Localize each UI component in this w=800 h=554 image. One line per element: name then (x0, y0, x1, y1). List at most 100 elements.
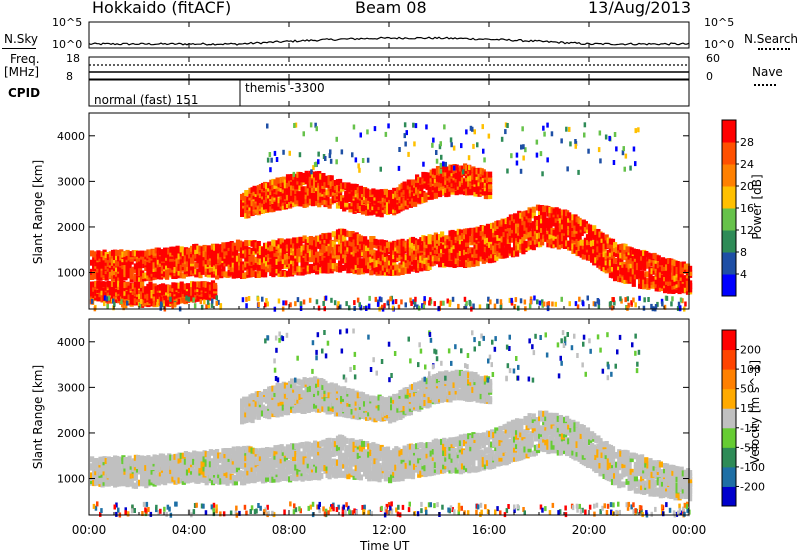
power-cell (375, 254, 380, 261)
power-cell (331, 257, 336, 264)
velocity-cell (215, 449, 220, 455)
power-cell (554, 301, 557, 307)
power-cell (520, 144, 523, 150)
power-cell (635, 249, 641, 256)
power-cell (265, 298, 268, 304)
power-cell (522, 155, 525, 161)
power-cell (540, 239, 545, 246)
power-cell (464, 304, 468, 310)
power-cell (542, 223, 547, 230)
power-cell (315, 161, 318, 167)
power-cell (494, 254, 499, 261)
power-cell (215, 295, 218, 301)
velocity-cell (131, 472, 136, 479)
power-cell (538, 300, 542, 306)
power-cell (317, 151, 320, 157)
power-cell (409, 297, 412, 303)
power-cell (576, 304, 580, 310)
power-cell (560, 218, 566, 225)
power-cell (546, 301, 549, 307)
power-cell (106, 268, 111, 275)
power-cell (165, 273, 170, 280)
velocity-cell (196, 473, 201, 480)
power-cell (351, 152, 354, 158)
velocity-cell (177, 457, 182, 464)
power-cell (542, 301, 546, 307)
power-cell (500, 136, 504, 142)
power-cell (354, 157, 358, 163)
power-cell (245, 296, 248, 302)
power-cell (177, 298, 181, 304)
power-cell (106, 254, 111, 261)
velocity-cell (190, 465, 195, 472)
velocity-cell (313, 470, 318, 477)
power-cell (380, 297, 383, 303)
power-cell (219, 304, 222, 310)
power-cell (321, 242, 326, 249)
power-cell (356, 297, 360, 303)
power-cell (294, 245, 299, 252)
power-cell (679, 262, 684, 268)
velocity-cell (327, 473, 332, 480)
power-cell (233, 251, 238, 258)
power-cell (294, 261, 299, 268)
power-cell (634, 128, 637, 134)
power-cell (169, 290, 174, 297)
power-cell (452, 168, 457, 175)
power-cell (200, 268, 205, 275)
power-cell (179, 246, 184, 253)
power-cell (578, 296, 581, 302)
velocity-cell (194, 451, 199, 458)
power-cell (594, 301, 597, 307)
power-cell (144, 297, 149, 304)
power-cell (317, 264, 322, 270)
power-cell (654, 267, 659, 274)
power-cell (638, 295, 641, 301)
power-cell (229, 269, 234, 276)
power-cell (310, 169, 313, 175)
velocity-cell (156, 455, 161, 462)
power-cell (174, 302, 177, 308)
power-cell (660, 265, 666, 272)
power-cell (461, 169, 465, 175)
power-cell (256, 296, 260, 302)
power-cell (275, 157, 279, 162)
velocity-cell (144, 456, 149, 463)
power-cell (481, 257, 486, 264)
power-cell (265, 266, 270, 273)
power-cell (379, 166, 382, 172)
power-cell (592, 259, 597, 266)
power-cell (632, 146, 636, 152)
power-cell (190, 264, 195, 271)
power-cell (413, 141, 416, 147)
power-cell (193, 303, 197, 309)
power-cell (523, 224, 528, 231)
power-cell (440, 250, 445, 257)
velocity-cell (231, 446, 236, 453)
power-cell (565, 126, 568, 132)
power-cell (629, 247, 634, 254)
power-cell (238, 256, 243, 263)
power-cell (438, 144, 442, 150)
power-cell (211, 298, 214, 304)
power-cell (103, 295, 107, 301)
power-cell (396, 251, 401, 258)
power-cell (542, 213, 547, 220)
velocity-cell (106, 464, 111, 470)
velocity-cell (306, 441, 311, 448)
power-cell (359, 304, 362, 310)
power-cell (506, 222, 511, 229)
power-cell (433, 301, 436, 307)
power-cell (269, 167, 272, 173)
power-cell (321, 173, 326, 179)
power-cell (582, 301, 585, 307)
power-cell (352, 124, 356, 130)
power-cell (679, 286, 684, 293)
power-cell (554, 238, 559, 245)
power-cell (122, 305, 125, 311)
power-cell (439, 141, 442, 147)
velocity-cell (156, 465, 161, 472)
power-cell (476, 142, 479, 148)
power-cell (240, 269, 245, 276)
velocity-cell (240, 450, 245, 457)
